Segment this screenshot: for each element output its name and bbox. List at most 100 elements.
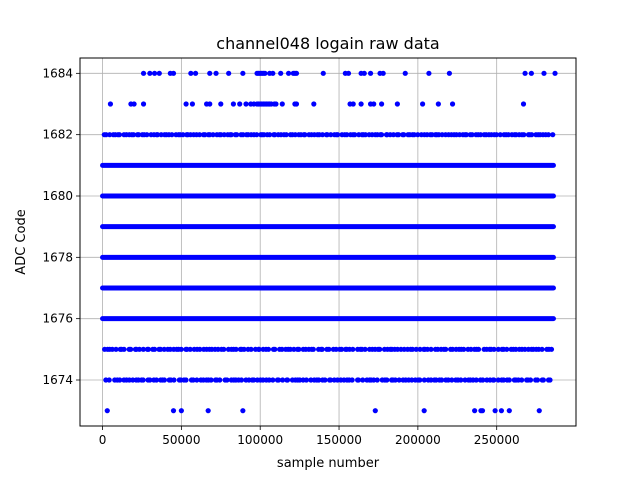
y-tick-label: 1684 — [42, 66, 73, 80]
data-point — [140, 101, 147, 107]
data-point — [472, 408, 478, 414]
data-point — [362, 132, 369, 138]
data-point — [463, 132, 470, 138]
data-point — [377, 346, 383, 352]
data-point — [458, 377, 464, 383]
data-point — [491, 377, 497, 383]
data-point — [169, 132, 175, 138]
x-tick-label: 0 — [99, 433, 107, 447]
data-point — [345, 70, 352, 76]
data-point — [107, 132, 113, 138]
data-point — [109, 346, 115, 352]
data-point — [541, 70, 547, 76]
data-point — [238, 377, 245, 383]
data-point — [293, 101, 300, 107]
y-axis: 1674 1676 1678 1680 1682 1684 — [42, 66, 80, 387]
data-point — [449, 346, 456, 352]
x-axis: 0 50000 100000 150000 200000 250000 — [99, 426, 520, 447]
y-tick-label: 1674 — [42, 373, 73, 387]
data-point — [493, 132, 500, 138]
data-point — [285, 70, 292, 76]
data-point — [521, 132, 527, 138]
data-point — [161, 346, 167, 352]
data-point — [394, 101, 400, 107]
data-point — [224, 377, 230, 383]
data-point — [311, 101, 317, 107]
data-point — [362, 346, 368, 352]
data-point — [497, 132, 503, 138]
data-point — [194, 377, 200, 383]
data-point — [409, 346, 416, 352]
data-point — [279, 346, 285, 352]
data-point — [424, 346, 431, 352]
data-point — [270, 70, 276, 76]
data-point — [319, 346, 325, 352]
data-point — [361, 70, 367, 76]
data-point — [107, 101, 114, 107]
data-point — [413, 346, 419, 352]
data-point — [439, 377, 445, 383]
data-point — [491, 346, 497, 352]
data-point — [355, 377, 362, 383]
data-point — [374, 377, 380, 383]
data-point — [327, 377, 334, 383]
data-point — [207, 101, 213, 107]
data-point — [539, 346, 545, 352]
data-point — [319, 132, 326, 138]
data-point — [188, 70, 194, 76]
data-point — [349, 377, 355, 383]
data-point — [421, 408, 427, 414]
data-point — [230, 101, 237, 107]
data-point — [256, 346, 262, 352]
data-point — [379, 101, 385, 107]
data-point — [409, 377, 415, 383]
data-point — [469, 132, 475, 138]
data-point — [550, 132, 556, 138]
data-point — [287, 346, 293, 352]
data-point — [196, 132, 203, 138]
data-point — [371, 101, 377, 107]
data-point — [506, 377, 512, 383]
data-point — [228, 132, 234, 138]
data-point — [504, 346, 510, 352]
data-point — [548, 346, 555, 352]
data-point — [178, 408, 184, 414]
data-point — [380, 70, 386, 76]
data-point — [528, 70, 534, 76]
data-point — [130, 132, 137, 138]
data-point — [421, 377, 427, 383]
data-point — [178, 346, 184, 352]
y-tick-label: 1676 — [42, 312, 73, 326]
y-tick-label: 1682 — [42, 128, 73, 142]
data-point — [116, 132, 123, 138]
data-point — [498, 408, 505, 414]
data-point — [156, 70, 162, 76]
data-point — [117, 377, 123, 383]
data-point — [529, 132, 535, 138]
data-point — [293, 70, 300, 76]
data-point — [183, 377, 189, 383]
data-point — [248, 346, 254, 352]
data-point — [443, 346, 449, 352]
data-point — [522, 70, 528, 76]
data-point — [171, 377, 177, 383]
data-point — [233, 346, 239, 352]
data-point — [461, 346, 467, 352]
data-point — [519, 377, 525, 383]
data-point — [552, 70, 558, 76]
x-tick-label: 200000 — [395, 433, 441, 447]
data-point — [402, 70, 408, 76]
data-point — [284, 377, 291, 383]
data-point — [320, 70, 326, 76]
data-point — [426, 70, 432, 76]
data-point — [213, 70, 219, 76]
data-point — [328, 132, 334, 138]
data-point — [197, 346, 203, 352]
data-point — [495, 346, 501, 352]
data-point — [205, 408, 211, 414]
data-point — [473, 377, 479, 383]
data-point — [272, 346, 278, 352]
data-point — [279, 377, 286, 383]
